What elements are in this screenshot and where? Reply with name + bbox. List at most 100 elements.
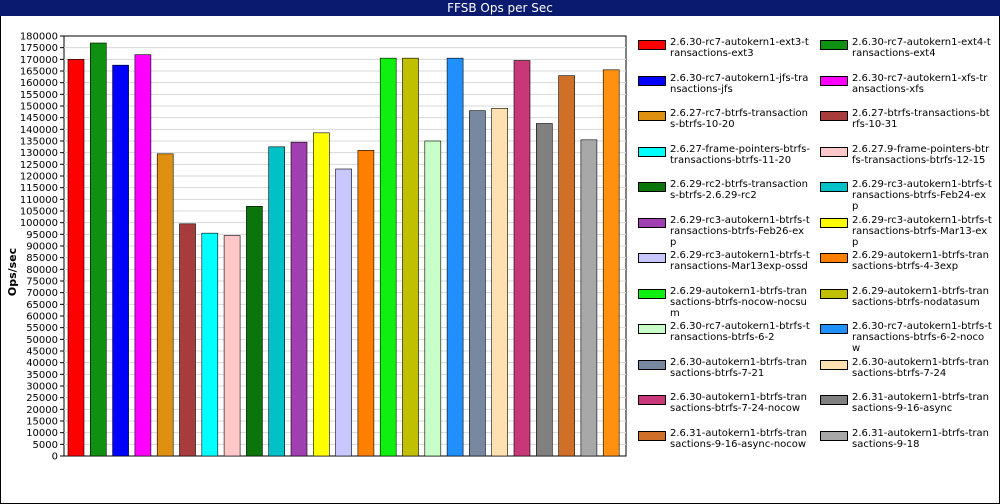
legend-label: 2.6.29-rc3-autokern1-btrfs-transactions-… bbox=[670, 250, 810, 272]
y-tick-label: 125000 bbox=[20, 160, 58, 171]
legend-swatch bbox=[638, 182, 666, 192]
bar bbox=[469, 110, 486, 457]
bar bbox=[335, 168, 352, 457]
legend-label: 2.6.29-rc3-autokern1-btrfs-transactions-… bbox=[852, 214, 992, 248]
bar bbox=[90, 42, 107, 457]
bar bbox=[268, 146, 286, 457]
legend-swatch bbox=[638, 359, 666, 370]
legend-swatch bbox=[820, 217, 848, 228]
y-tick-label: 20000 bbox=[26, 405, 58, 416]
legend-swatch bbox=[638, 395, 666, 405]
y-tick-label: 45000 bbox=[26, 347, 58, 358]
bar bbox=[156, 153, 174, 457]
legend-item: 2.6.30-rc7-autokern1-jfs-transactions-jf… bbox=[634, 73, 814, 117]
y-tick-label: 60000 bbox=[26, 312, 58, 323]
y-tick-label: 40000 bbox=[26, 358, 58, 369]
legend-label: 2.6.30-rc7-autokern1-btrfs-transactions-… bbox=[670, 321, 810, 343]
y-tick-label: 25000 bbox=[26, 393, 58, 404]
legend-label: 2.6.30-rc7-autokern1-btrfs-transactions-… bbox=[852, 321, 992, 354]
legend-label: 2.6.30-rc7-autokern1-xfs-transactions-xf… bbox=[852, 72, 988, 95]
bar bbox=[134, 54, 152, 457]
bar bbox=[602, 69, 620, 457]
y-tick-label: 150000 bbox=[20, 102, 58, 113]
legend-label: 2.6.29-autokern1-btrfs-transactions-btrf… bbox=[670, 285, 807, 319]
legend-label: 2.6.31-autokern1-btrfs-transactions-9-16… bbox=[670, 427, 807, 450]
legend-label: 2.6.30-autokern1-btrfs-transactions-btrf… bbox=[852, 356, 989, 379]
y-tick-label: 15000 bbox=[26, 417, 58, 428]
y-axis-ticks: 0500010000150002000025000300003500040000… bbox=[20, 32, 64, 463]
legend-swatch bbox=[820, 253, 848, 263]
bar bbox=[491, 108, 509, 457]
y-tick-label: 85000 bbox=[26, 253, 58, 264]
y-tick-label: 10000 bbox=[26, 428, 58, 439]
legend-item: 2.6.30-autokern1-btrfs-transactions-btrf… bbox=[634, 357, 814, 401]
y-tick-label: 55000 bbox=[26, 323, 58, 334]
legend-label: 2.6.31-autokern1-btrfs-transactions-9-16… bbox=[852, 392, 989, 414]
legend-label: 2.6.29-rc3-autokern1-btrfs-transactions-… bbox=[670, 214, 810, 248]
legend-item: 2.6.30-rc7-autokern1-ext4-transactions-e… bbox=[816, 37, 996, 81]
legend-swatch bbox=[638, 40, 666, 50]
legend-item: 2.6.30-autokern1-btrfs-transactions-btrf… bbox=[634, 392, 814, 436]
legend-label: 2.6.30-rc7-autokern1-jfs-transactions-jf… bbox=[670, 72, 809, 95]
y-tick-label: 135000 bbox=[20, 137, 58, 148]
bar bbox=[424, 140, 442, 457]
legend-label: 2.6.30-rc7-autokern1-ext4-transactions-e… bbox=[852, 37, 991, 59]
y-tick-label: 30000 bbox=[26, 382, 58, 393]
legend-item: 2.6.29-rc3-autokern1-btrfs-transactions-… bbox=[634, 250, 814, 294]
y-tick-label: 120000 bbox=[20, 172, 58, 183]
bar bbox=[513, 60, 531, 457]
y-tick-label: 115000 bbox=[20, 183, 58, 194]
chart-title: FFSB Ops per Sec bbox=[0, 0, 1000, 16]
bar bbox=[312, 132, 330, 457]
bar bbox=[580, 139, 598, 457]
bar bbox=[379, 57, 397, 457]
legend-swatch bbox=[820, 111, 848, 121]
legend-swatch bbox=[820, 40, 848, 50]
legend-swatch bbox=[820, 359, 848, 370]
legend-item: 2.6.30-rc7-autokern1-ext3-transactions-e… bbox=[634, 37, 814, 81]
y-tick-label: 90000 bbox=[26, 242, 58, 253]
legend-swatch bbox=[638, 111, 666, 121]
legend-label: 2.6.29-rc2-btrfs-transactions-btrfs-2.6.… bbox=[670, 179, 808, 201]
legend-swatch bbox=[638, 253, 666, 263]
legend-label: 2.6.30-autokern1-btrfs-transactions-btrf… bbox=[670, 392, 807, 414]
bar bbox=[290, 141, 308, 457]
y-tick-label: 75000 bbox=[26, 277, 58, 288]
y-tick-label: 140000 bbox=[20, 125, 58, 136]
legend-label: 2.6.27-btrfs-transactions-btrfs-10-31 bbox=[852, 108, 990, 130]
y-tick-label: 110000 bbox=[20, 195, 58, 206]
legend-item: 2.6.27-btrfs-transactions-btrfs-10-31 bbox=[816, 108, 996, 152]
legend-item: 2.6.29-rc3-autokern1-btrfs-transactions-… bbox=[816, 215, 996, 259]
legend-label: 2.6.27-rc7-btrfs-transactions-btrfs-10-2… bbox=[670, 108, 808, 130]
bar bbox=[67, 59, 85, 457]
chart: 0500010000150002000025000300003500040000… bbox=[6, 32, 627, 463]
legend-label: 2.6.29-autokern1-btrfs-transactions-btrf… bbox=[852, 250, 989, 272]
legend-swatch bbox=[820, 324, 848, 334]
y-tick-label: 160000 bbox=[20, 78, 58, 89]
legend-label: 2.6.27-frame-pointers-btrfs-transactions… bbox=[670, 143, 810, 166]
legend-swatch bbox=[638, 324, 666, 334]
legend-item: 2.6.29-rc3-autokern1-btrfs-transactions-… bbox=[634, 215, 814, 259]
legend-swatch bbox=[820, 288, 848, 299]
y-tick-label: 35000 bbox=[26, 370, 58, 381]
y-tick-label: 155000 bbox=[20, 90, 58, 101]
legend-swatch bbox=[820, 430, 848, 441]
y-axis-label: Ops/sec bbox=[6, 248, 19, 296]
bar bbox=[402, 57, 419, 457]
legend-label: 2.6.30-rc7-autokern1-ext3-transactions-e… bbox=[670, 37, 809, 59]
legend-item: 2.6.30-rc7-autokern1-btrfs-transactions-… bbox=[816, 321, 996, 365]
y-tick-label: 145000 bbox=[20, 113, 58, 124]
y-tick-label: 70000 bbox=[26, 288, 58, 299]
bar bbox=[246, 206, 263, 457]
legend-item: 2.6.27-frame-pointers-btrfs-transactions… bbox=[634, 144, 814, 188]
y-tick-label: 0 bbox=[52, 452, 58, 463]
legend-label: 2.6.29-autokern1-btrfs-transactions-btrf… bbox=[852, 285, 989, 308]
bar bbox=[112, 64, 129, 457]
legend-label: 2.6.27.9-frame-pointers-btrfs-transactio… bbox=[852, 143, 990, 166]
legend-item: 2.6.29-rc3-autokern1-btrfs-transactions-… bbox=[816, 179, 996, 223]
legend-label: 2.6.31-autokern1-btrfs-transactions-9-18 bbox=[852, 427, 989, 450]
bar bbox=[223, 235, 241, 457]
bar bbox=[201, 232, 219, 457]
y-tick-label: 50000 bbox=[26, 335, 58, 346]
legend-swatch bbox=[820, 146, 848, 157]
